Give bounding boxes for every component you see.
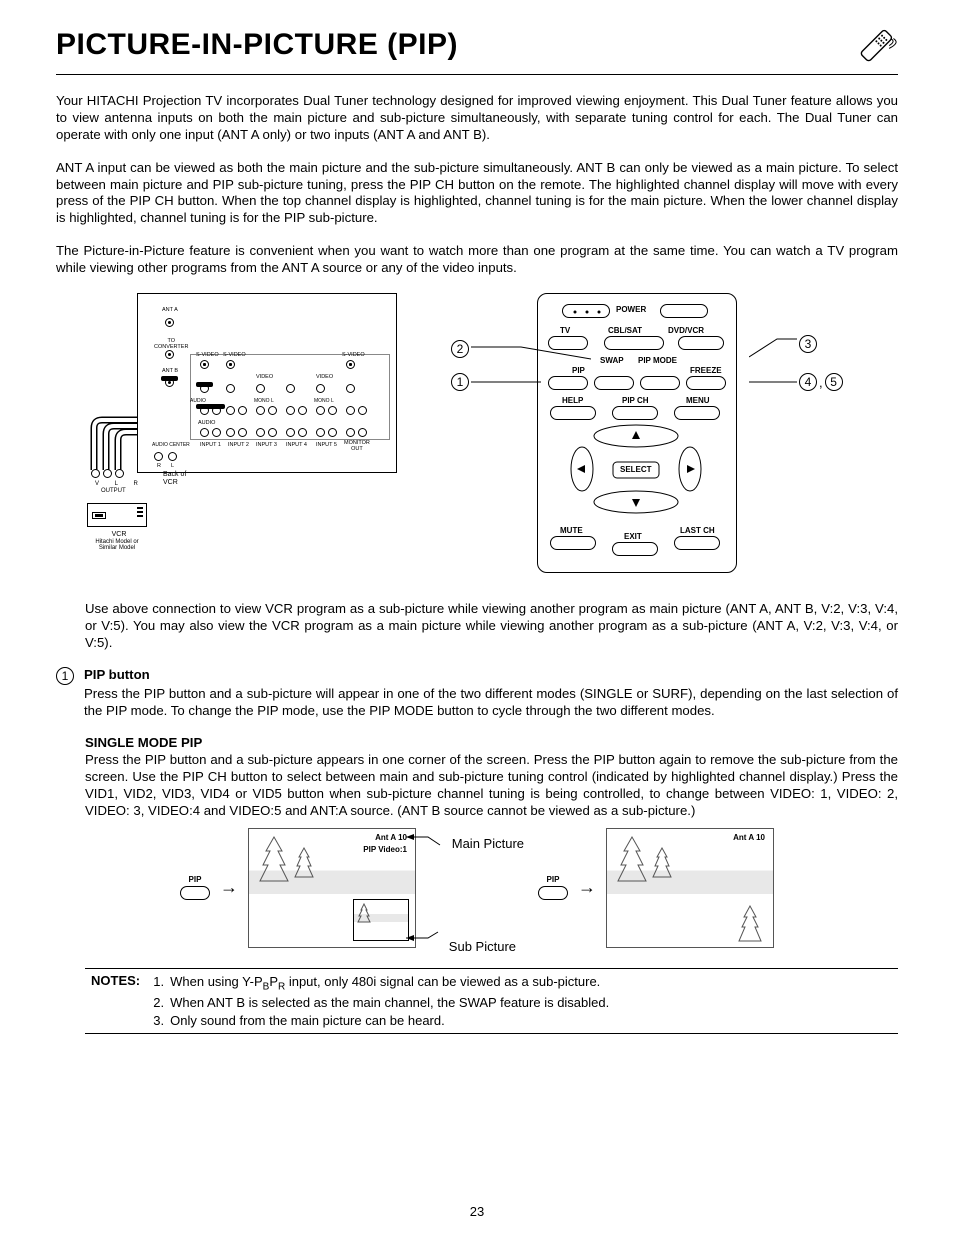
ovl-anta1: Ant A 10 [373,833,409,842]
tv-back-panel: ANT A TO CONVERTER ANT B S-VIDEO S-VIDEO… [137,293,397,473]
lbl-sv2: S-VIDEO [223,352,246,358]
paragraph-1: Your HITACHI Projection TV incorporates … [56,93,898,144]
lbl-freeze: FREEZE [690,366,722,375]
lbl-r: R [157,463,161,469]
callout-3: 3 [749,329,817,359]
lbl-mainpic: Main Picture [452,836,524,851]
lbl-menu: MENU [686,396,710,405]
lbl-pip-btn2: PIP [538,875,568,884]
lbl-select: SELECT [620,465,652,474]
arrow-1: → [220,877,238,898]
lbl-in3: INPUT 3 [256,442,277,448]
lbl-ac: AUDIO CENTER [152,442,190,448]
lbl-subpic: Sub Picture [449,939,516,954]
arrow-2: → [578,877,596,898]
lbl-pipmode: PIP MODE [638,356,677,365]
title-rule [56,74,898,75]
lbl-in2: INPUT 2 [228,442,249,448]
page-title: PICTURE-IN-PICTURE (PIP) [56,28,458,62]
lbl-toconv: TO CONVERTER [154,338,188,350]
pip-btn-2 [538,886,568,900]
ovl-anta2: Ant A 10 [731,833,767,842]
callout-2: 2 [451,337,591,361]
lbl-in4: INPUT 4 [286,442,307,448]
lbl-output: OUTPUT [101,488,126,494]
screen-1: Ant A 10 PIP Video:1 [248,828,416,948]
notes-box: NOTES: 1.When using Y-PBPR input, only 4… [85,968,898,1034]
lbl-audio-r: AUDIO [198,420,215,426]
lbl-antb: ANT B [162,368,178,374]
item-pip-button: 1 PIP button Press the PIP button and a … [56,666,898,734]
lbl-exit: EXIT [624,532,642,541]
lbl-backvcr: Back of VCR [163,471,186,486]
lbl-anta: ANT A [162,307,178,313]
lbl-pip-btn1: PIP [180,875,210,884]
callout-1: 1 [451,373,541,391]
remote-diagram: POWER TV CBL/SAT DVD/VCR SWAP PIP MODE P… [457,293,817,583]
lbl-pipch: PIP CH [622,396,649,405]
vcr-box [87,503,147,527]
lbl-monol3: MONO L [314,398,334,404]
lbl-v2: VIDEO [316,374,333,380]
lbl-swap: SWAP [600,356,624,365]
remote-icon [852,24,898,70]
lbl-in5: INPUT 5 [316,442,337,448]
lbl-monol2: MONO L [254,398,274,404]
paragraph-3: The Picture-in-Picture feature is conven… [56,243,898,277]
ovl-pipv1: PIP Video:1 [361,845,409,854]
remote-outline: POWER TV CBL/SAT DVD/VCR SWAP PIP MODE P… [537,293,737,573]
page-number: 23 [0,1204,954,1219]
lbl-vlr: V L R [95,481,145,487]
lbl-sv1: S-VIDEO [196,352,219,358]
num-1: 1 [56,667,74,685]
lbl-mon: MONITOR OUT [344,440,370,452]
notes-list: 1.When using Y-PBPR input, only 480i sig… [148,973,609,1029]
lbl-l: L [171,463,174,469]
lbl-vcr: VCR [99,531,139,538]
head-single: SINGLE MODE PIP [85,735,202,750]
body-pipbutton: Press the PIP button and a sub-picture w… [84,686,898,720]
paragraph-2: ANT A input can be viewed as both the ma… [56,160,898,228]
diagrams-row: ANT A TO CONVERTER ANT B S-VIDEO S-VIDEO… [56,293,898,583]
lbl-pip: PIP [572,366,585,375]
pip-btn-1 [180,886,210,900]
lbl-power: POWER [616,305,646,314]
lbl-help: HELP [562,396,583,405]
paragraph-4: Use above connection to view VCR program… [85,601,898,652]
lbl-lastch: LAST CH [680,526,715,535]
notes-label: NOTES: [91,973,140,1029]
lbl-dvdvcr: DVD/VCR [668,326,704,335]
tv-back-diagram: ANT A TO CONVERTER ANT B S-VIDEO S-VIDEO… [137,293,417,583]
lbl-v1: VIDEO [256,374,273,380]
lbl-cblsat: CBL/SAT [608,326,642,335]
head-pipbutton: PIP button [84,667,150,682]
lbl-in1: INPUT 1 [200,442,221,448]
body-single: Press the PIP button and a sub-picture a… [85,752,898,818]
pip-flow: PIP → Ant A 10 PIP Video:1 Main Picture … [56,828,898,948]
lbl-hitachi: Hitachi Model or Similar Model [82,539,152,552]
lbl-sv3: S-VIDEO [342,352,365,358]
lbl-mute: MUTE [560,526,583,535]
screen-2: Ant A 10 [606,828,774,948]
callout-45: 4,5 [749,373,843,391]
lbl-tv: TV [560,326,570,335]
